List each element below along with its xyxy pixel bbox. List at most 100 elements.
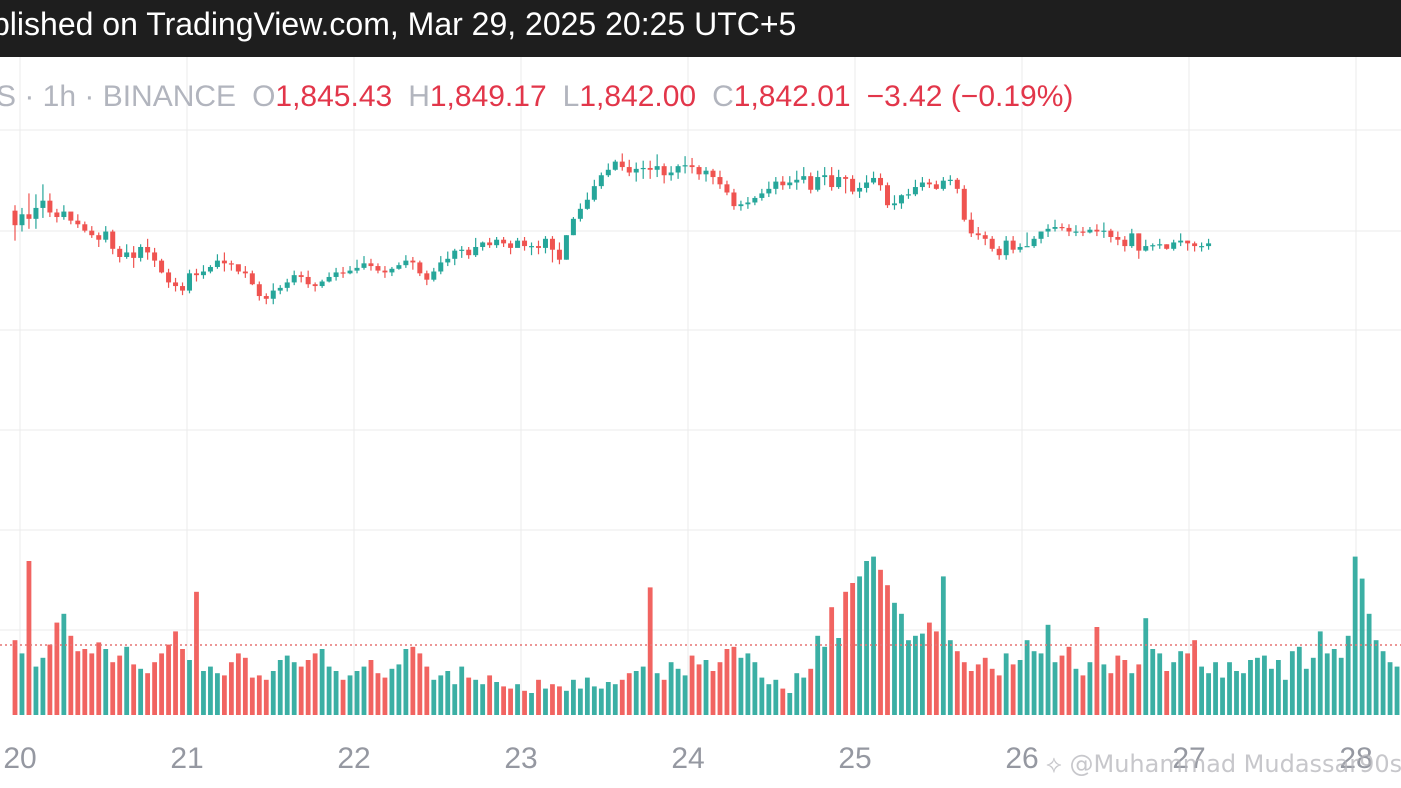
published-text: blished on TradingView.com, Mar 29, 2025… xyxy=(0,6,797,42)
candle-body xyxy=(731,192,737,207)
volume-bar-173 xyxy=(1220,677,1225,715)
candle-79 xyxy=(563,235,569,260)
volume-bar-17 xyxy=(131,664,137,715)
candle-body xyxy=(1066,227,1072,232)
candle-body xyxy=(75,220,81,225)
watermark-text: @Muhammad Mudassar90s xyxy=(1069,750,1401,778)
candle-84 xyxy=(598,172,604,189)
volume-bar-190 xyxy=(1338,657,1344,715)
candle-142 xyxy=(1003,236,1009,260)
candle-2 xyxy=(26,193,32,229)
candle-body xyxy=(598,175,604,187)
volume-bar-188 xyxy=(1324,653,1330,715)
candle-67 xyxy=(480,241,486,251)
volume-bar-50 xyxy=(361,666,367,715)
volume-bar-128 xyxy=(906,640,911,715)
volume-bar-37 xyxy=(270,671,276,715)
candle-body xyxy=(975,233,981,236)
candle-body xyxy=(207,266,213,272)
candle-95 xyxy=(675,164,681,179)
candle-20 xyxy=(152,247,158,267)
candle-66 xyxy=(473,237,479,257)
candle-body xyxy=(563,235,569,260)
candle-29 xyxy=(214,254,220,269)
candle-body xyxy=(508,243,514,248)
volume-bar-109 xyxy=(773,679,779,715)
candle-73 xyxy=(522,237,528,251)
volume-bar-5 xyxy=(47,644,53,715)
volume-bar-1 xyxy=(19,653,25,715)
candle-14 xyxy=(110,229,116,255)
volume-bar-162 xyxy=(1143,618,1149,715)
volume-bar-124 xyxy=(878,569,883,715)
volume-bar-153 xyxy=(1080,675,1086,715)
volume-bar-159 xyxy=(1122,660,1128,715)
candle-13 xyxy=(103,226,109,243)
candle-97 xyxy=(689,157,695,174)
volume-bar-107 xyxy=(759,677,765,715)
candle-body xyxy=(815,177,821,190)
candle-114 xyxy=(808,172,814,194)
volume-bar-86 xyxy=(612,684,618,715)
candle-44 xyxy=(319,279,325,288)
volume-bar-3 xyxy=(33,666,39,715)
volume-bar-81 xyxy=(577,688,583,715)
candle-body xyxy=(1129,233,1135,247)
volume-bar-12 xyxy=(96,642,102,715)
candle-18 xyxy=(138,244,144,262)
low-value: 1,842.00 xyxy=(579,80,697,113)
candle-107 xyxy=(759,188,765,201)
candle-23 xyxy=(173,277,179,292)
candle-body xyxy=(717,177,723,185)
volume-bar-75 xyxy=(536,679,541,715)
volume-bar-59 xyxy=(424,666,430,715)
candle-134 xyxy=(947,175,953,186)
volume-bar-194 xyxy=(1366,613,1372,715)
volume-bar-47 xyxy=(340,679,346,715)
candle-43 xyxy=(312,282,318,292)
volume-bar-93 xyxy=(661,679,667,715)
volume-bar-44 xyxy=(319,649,325,715)
candle-body xyxy=(1010,240,1016,250)
volume-bar-150 xyxy=(1059,655,1065,715)
candle-80 xyxy=(570,217,576,236)
candle-body xyxy=(124,252,130,257)
candle-body xyxy=(780,181,786,186)
volume-bar-73 xyxy=(522,690,527,715)
candle-53 xyxy=(382,266,388,278)
candle-49 xyxy=(354,259,360,274)
volume-bar-167 xyxy=(1178,651,1184,715)
candle-body xyxy=(682,165,688,167)
candle-body xyxy=(1115,237,1121,240)
candle-126 xyxy=(891,195,897,210)
volume-bar-28 xyxy=(208,666,213,715)
candle-106 xyxy=(752,196,758,206)
candle-144 xyxy=(1017,243,1023,253)
volume-bar-71 xyxy=(508,688,513,715)
candle-body xyxy=(605,169,611,176)
candle-body xyxy=(926,182,932,185)
candle-103 xyxy=(731,188,737,210)
candle-body xyxy=(312,284,318,287)
candle-149 xyxy=(1052,219,1058,232)
candle-body xyxy=(940,180,946,189)
candle-36 xyxy=(263,293,269,305)
volume-bar-20 xyxy=(152,662,157,715)
candle-body xyxy=(424,273,430,280)
candle-body xyxy=(1143,246,1149,251)
candle-89 xyxy=(633,162,639,182)
x-axis: 20 21 22 23 24 25 26 27 28 xyxy=(3,742,1372,775)
candle-body xyxy=(431,271,437,280)
candle-body xyxy=(61,211,67,218)
candles xyxy=(12,153,1212,305)
volume-bar-143 xyxy=(1010,664,1016,715)
candle-body xyxy=(556,249,562,260)
candle-body xyxy=(445,258,451,263)
volume-bar-174 xyxy=(1227,662,1232,715)
candle-body xyxy=(549,238,555,250)
candle-90 xyxy=(640,160,646,179)
x-tick-label-20: 20 xyxy=(3,742,36,775)
volume-bar-103 xyxy=(731,646,737,715)
volume-bar-139 xyxy=(982,657,988,715)
